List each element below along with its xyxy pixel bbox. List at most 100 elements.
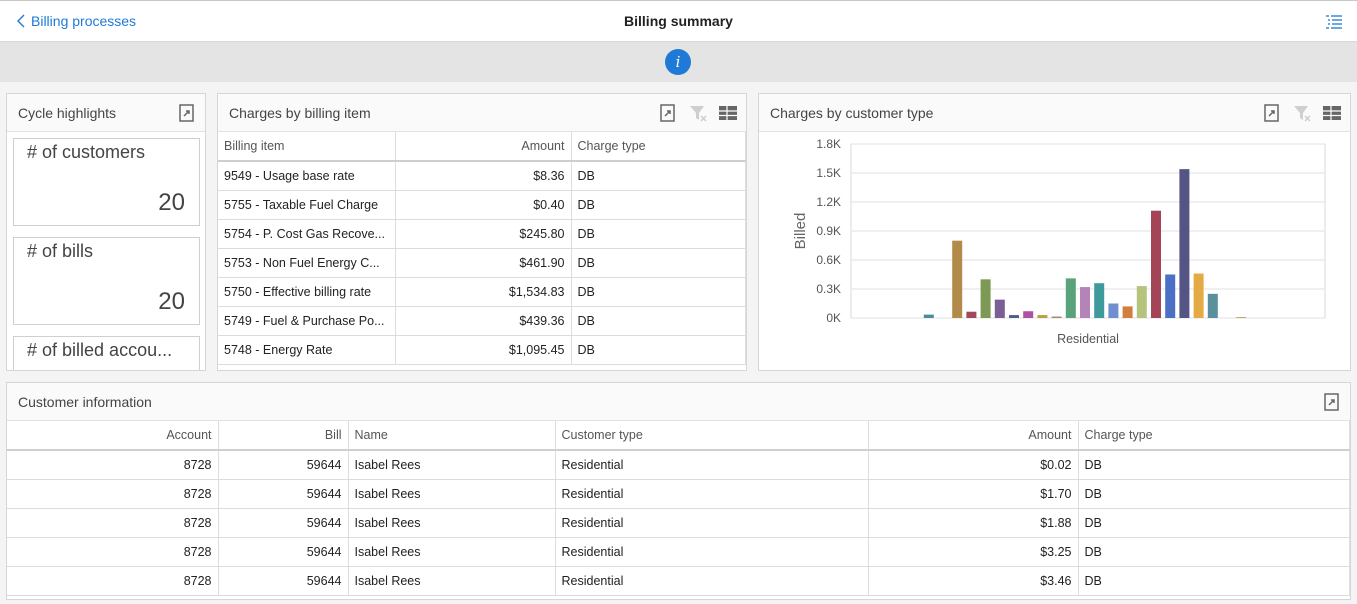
cell-billing-item: 5748 - Energy Rate bbox=[218, 335, 396, 365]
panel-title: Charges by billing item bbox=[229, 105, 371, 121]
grid-view-icon[interactable] bbox=[718, 103, 738, 123]
cell-customer-type: Residential bbox=[555, 479, 869, 509]
panel-header: Cycle highlights bbox=[7, 94, 205, 132]
cell-charge-type: DB bbox=[571, 248, 746, 278]
cell-amount: $0.02 bbox=[868, 450, 1079, 480]
table-row[interactable]: 8728 59644 Isabel Rees Residential $3.25 DB bbox=[7, 537, 1350, 567]
table-row[interactable]: 8728 59644 Isabel Rees Residential $3.46 DB bbox=[7, 566, 1350, 596]
column-header-name[interactable]: Name bbox=[348, 421, 556, 451]
cell-billing-item: 9549 - Usage base rate bbox=[218, 161, 396, 191]
y-tick-label: 0.6K bbox=[816, 253, 841, 267]
column-header-customer-type[interactable]: Customer type bbox=[555, 421, 869, 451]
cell-charge-type: DB bbox=[571, 306, 746, 336]
cell-charge-type: DB bbox=[1078, 479, 1350, 509]
panel-title: Customer information bbox=[18, 394, 152, 410]
export-icon[interactable] bbox=[1322, 392, 1342, 412]
y-tick-label: 0.9K bbox=[816, 224, 841, 238]
page-title: Billing summary bbox=[624, 13, 733, 29]
cell-amount: $1,095.45 bbox=[395, 335, 572, 365]
cell-amount: $3.25 bbox=[868, 537, 1079, 567]
cell-account: 8728 bbox=[7, 450, 219, 480]
customer-info-table: Account Bill Name Customer type Amount C… bbox=[7, 421, 1350, 596]
bar-s14 bbox=[1051, 316, 1062, 318]
bar-s18 bbox=[1108, 303, 1119, 318]
table-row[interactable]: 5754 - P. Cost Gas Recove... $245.80 DB bbox=[218, 219, 746, 249]
cell-amount: $0.40 bbox=[395, 190, 572, 220]
table-row[interactable]: 5755 - Taxable Fuel Charge $0.40 DB bbox=[218, 190, 746, 220]
table-row[interactable]: 8728 59644 Isabel Rees Residential $1.88 DB bbox=[7, 508, 1350, 538]
column-header-charge-type[interactable]: Charge type bbox=[1078, 421, 1350, 451]
cell-charge-type: DB bbox=[571, 277, 746, 307]
bar-s27 bbox=[1236, 317, 1247, 318]
kpi-label: # of customers bbox=[27, 142, 146, 162]
column-header-charge-type[interactable]: Charge type bbox=[571, 132, 746, 162]
bar-s12 bbox=[1023, 311, 1034, 318]
bar-s9 bbox=[980, 279, 991, 318]
charges-by-billing-item-panel: Charges by billing item Billing item Amo… bbox=[217, 93, 747, 371]
cycle-highlights-panel: Cycle highlights # of customers 20 # of … bbox=[6, 93, 206, 371]
cell-customer-type: Residential bbox=[555, 566, 869, 596]
cell-account: 8728 bbox=[7, 508, 219, 538]
bar-s5 bbox=[923, 314, 934, 318]
top-bar: Billing processes Billing summary bbox=[0, 0, 1357, 42]
y-tick-label: 0K bbox=[826, 311, 841, 325]
cell-bill: 59644 bbox=[218, 479, 349, 509]
cell-charge-type: DB bbox=[1078, 450, 1350, 480]
cell-customer-type: Residential bbox=[555, 450, 869, 480]
column-header-billing-item[interactable]: Billing item bbox=[218, 132, 396, 162]
bar-s22 bbox=[1165, 274, 1176, 318]
table-row[interactable]: 5749 - Fuel & Purchase Po... $439.36 DB bbox=[218, 306, 746, 336]
panel-header: Charges by customer type bbox=[759, 94, 1350, 132]
billing-item-table: Billing item Amount Charge type 9549 - U… bbox=[218, 132, 746, 365]
charges-by-customer-type-panel: Charges by customer type 0K 0.3K 0.6K 0.9K 1… bbox=[758, 93, 1351, 371]
cell-account: 8728 bbox=[7, 479, 219, 509]
kpi-value: 20 bbox=[158, 189, 185, 216]
bar-chart: 0K 0.3K 0.6K 0.9K 1.2K 1.5K 1.8K Billed Resident… bbox=[792, 137, 1326, 346]
bar-s15 bbox=[1065, 278, 1076, 318]
column-header-bill[interactable]: Bill bbox=[218, 421, 349, 451]
info-bar: i bbox=[0, 42, 1357, 82]
bar-s7 bbox=[952, 240, 963, 318]
grid-view-icon[interactable] bbox=[1322, 103, 1342, 123]
column-header-amount[interactable]: Amount bbox=[395, 132, 572, 162]
customer-information-panel: Customer information Account Bill Name C… bbox=[6, 382, 1351, 600]
kpi-card-bills[interactable]: # of bills 20 bbox=[13, 237, 200, 325]
table-row[interactable]: 8728 59644 Isabel Rees Residential $1.70 DB bbox=[7, 479, 1350, 509]
bar-s16 bbox=[1080, 287, 1090, 318]
table-row[interactable]: 5753 - Non Fuel Energy C... $461.90 DB bbox=[218, 248, 746, 278]
list-icon[interactable] bbox=[1325, 13, 1343, 31]
cell-name: Isabel Rees bbox=[348, 537, 556, 567]
bar-s10 bbox=[994, 299, 1005, 318]
export-icon[interactable] bbox=[177, 103, 197, 123]
kpi-card-customers[interactable]: # of customers 20 bbox=[13, 138, 200, 226]
kpi-card-billed-accounts[interactable]: # of billed accou... bbox=[13, 336, 200, 370]
table-row[interactable]: 5750 - Effective billing rate $1,534.83 DB bbox=[218, 277, 746, 307]
bar-s17 bbox=[1094, 283, 1105, 318]
cell-billing-item: 5754 - P. Cost Gas Recove... bbox=[218, 219, 396, 249]
back-link[interactable]: Billing processes bbox=[16, 13, 136, 29]
clear-filter-icon[interactable] bbox=[688, 103, 708, 123]
panel-title: Charges by customer type bbox=[770, 105, 934, 121]
cell-account: 8728 bbox=[7, 537, 219, 567]
column-header-account[interactable]: Account bbox=[7, 421, 219, 451]
cell-amount: $8.36 bbox=[395, 161, 572, 191]
cell-amount: $1.70 bbox=[868, 479, 1079, 509]
cell-billing-item: 5755 - Taxable Fuel Charge bbox=[218, 190, 396, 220]
cell-customer-type: Residential bbox=[555, 508, 869, 538]
export-icon[interactable] bbox=[1262, 103, 1282, 123]
info-icon[interactable]: i bbox=[665, 49, 691, 75]
table-row[interactable]: 5748 - Energy Rate $1,095.45 DB bbox=[218, 335, 746, 365]
cell-amount: $245.80 bbox=[395, 219, 572, 249]
y-tick-label: 0.3K bbox=[816, 282, 841, 296]
table-row[interactable]: 8728 59644 Isabel Rees Residential $0.02 DB bbox=[7, 450, 1350, 480]
y-tick-label: 1.2K bbox=[816, 195, 841, 209]
column-header-amount[interactable]: Amount bbox=[868, 421, 1079, 451]
export-icon[interactable] bbox=[658, 103, 678, 123]
cell-charge-type: DB bbox=[1078, 537, 1350, 567]
cell-amount: $3.46 bbox=[868, 566, 1079, 596]
kpi-value: 20 bbox=[158, 288, 185, 315]
bar-s13 bbox=[1037, 315, 1048, 318]
chart-area: 0K 0.3K 0.6K 0.9K 1.2K 1.5K 1.8K Billed Resident… bbox=[759, 132, 1350, 370]
clear-filter-icon[interactable] bbox=[1292, 103, 1312, 123]
table-row[interactable]: 9549 - Usage base rate $8.36 DB bbox=[218, 161, 746, 191]
